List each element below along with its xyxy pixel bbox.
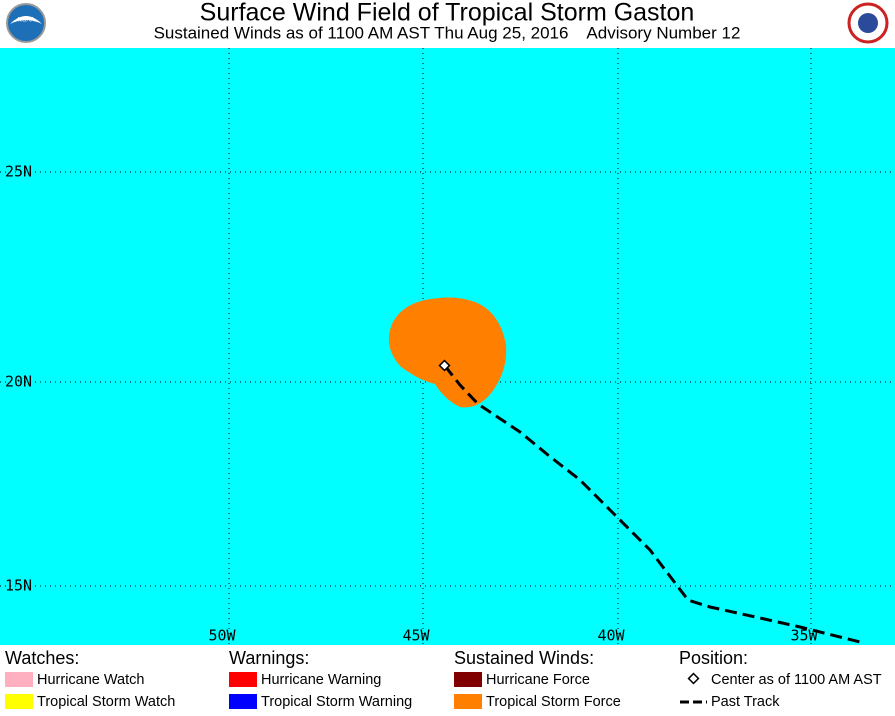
lon-label: 50W	[208, 627, 236, 645]
title: Surface Wind Field of Tropical Storm Gas…	[200, 0, 695, 27]
lat-label: 20N	[5, 373, 32, 391]
svg-text:NOAA: NOAA	[17, 18, 34, 24]
subtitle: Sustained Winds as of 1100 AM AST Thu Au…	[154, 23, 741, 42]
legend-item: Tropical Storm Warning	[261, 694, 412, 710]
legend-item: Center as of 1100 AM AST	[711, 672, 882, 688]
ts-wind-field	[388, 297, 507, 408]
legend-item: Tropical Storm Watch	[37, 694, 175, 710]
lat-label: 15N	[5, 577, 32, 595]
legend-item: Tropical Storm Force	[486, 694, 621, 710]
lon-label: 35W	[790, 627, 818, 645]
storm-center	[438, 359, 451, 372]
lat-label: 25N	[5, 163, 32, 181]
lon-label: 40W	[597, 627, 625, 645]
legend-item: Past Track	[711, 694, 780, 710]
legend-heading: Position:	[679, 648, 748, 668]
lon-label: 45W	[402, 627, 430, 645]
past-track	[443, 365, 861, 644]
nws-logo	[847, 2, 889, 44]
legend-heading: Sustained Winds:	[454, 648, 594, 668]
graticule	[0, 48, 895, 645]
legend-item: Hurricane Force	[486, 672, 590, 688]
noaa-logo: NOAA	[6, 3, 46, 43]
legend: Watches: Hurricane Watch Tropical Storm …	[5, 648, 882, 710]
legend-item: Hurricane Warning	[261, 672, 381, 688]
legend-item: Hurricane Watch	[37, 672, 144, 688]
legend-heading: Watches:	[5, 648, 79, 668]
legend-heading: Warnings:	[229, 648, 309, 668]
